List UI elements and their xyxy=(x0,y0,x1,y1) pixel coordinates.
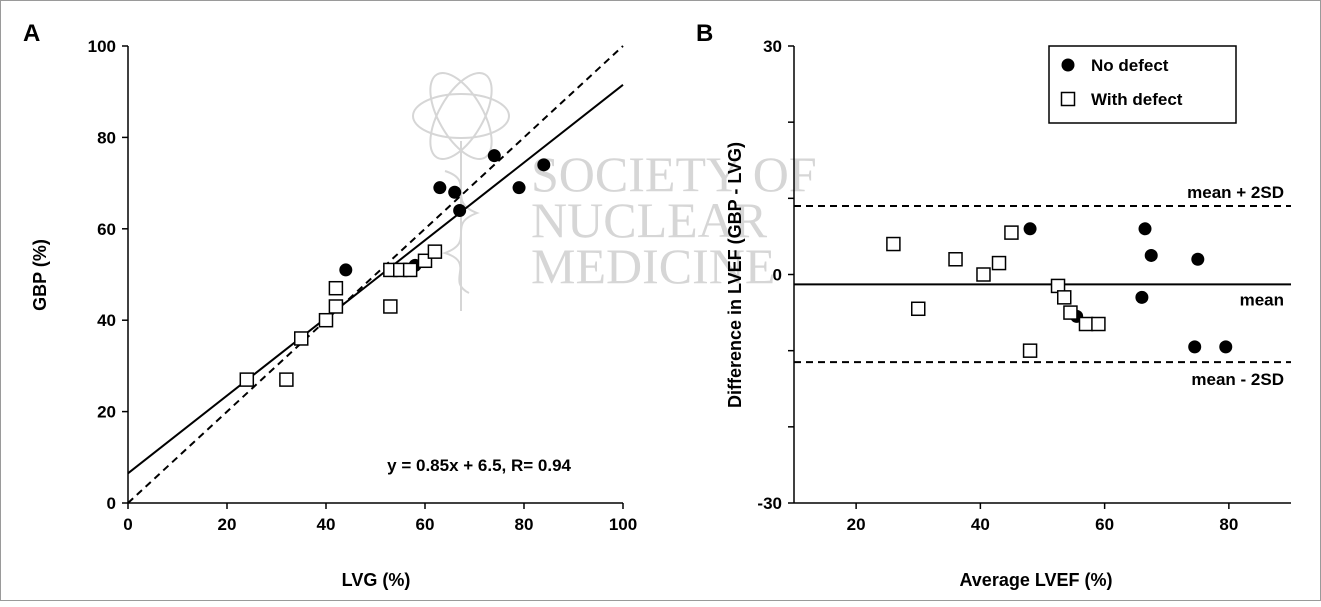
legend-label-no-defect: No defect xyxy=(1091,56,1169,75)
panel-a-point-with-defect xyxy=(328,280,344,296)
watermark-line-2: NUCLEAR xyxy=(531,192,768,248)
panel-a-lines xyxy=(127,45,624,504)
panel-a-point-no-defect xyxy=(487,149,501,163)
panel-b-points xyxy=(886,222,1233,358)
panel-b-point-with-defect xyxy=(991,255,1007,271)
panel-a-x-tick-label: 20 xyxy=(218,515,237,534)
panel-b-point-no-defect xyxy=(1219,340,1233,354)
watermark-emblem xyxy=(412,72,510,311)
panel-b-point-no-defect xyxy=(1191,252,1205,266)
panel-b-y-tick-label: 0 xyxy=(773,266,782,285)
panel-b-point-no-defect xyxy=(1138,222,1152,236)
legend-box xyxy=(1048,45,1237,124)
panel-a-y-axis-label: GBP (%) xyxy=(30,239,50,311)
panel-b-point-with-defect xyxy=(1022,343,1038,358)
panel-b-chart: B Difference in LVEF (GBP - LVG) Average… xyxy=(696,20,1291,590)
panel-a-point-with-defect xyxy=(279,372,294,387)
panel-b-x-tick-label: 20 xyxy=(847,515,866,534)
panel-b-point-with-defect xyxy=(1056,290,1072,305)
legend-marker-no-defect xyxy=(1061,58,1075,72)
panel-a-label: A xyxy=(23,20,40,47)
panel-a-y-tick-label: 60 xyxy=(97,220,116,239)
panel-b-point-no-defect xyxy=(1023,222,1037,236)
panel-a-point-with-defect xyxy=(383,299,398,314)
panel-b-point-with-defect xyxy=(976,267,991,282)
panel-b-label: B xyxy=(696,20,713,47)
watermark: SOCIETY OF NUCLEAR MEDICINE xyxy=(412,72,817,311)
panel-b-lines: mean mean + 2SD mean - 2SD xyxy=(794,183,1291,389)
legend-label-with-defect: With defect xyxy=(1091,90,1183,109)
panel-b-y-axis-label: Difference in LVEF (GBP - LVG) xyxy=(725,142,745,408)
panel-a-point-no-defect xyxy=(433,181,447,195)
panel-a-point-with-defect xyxy=(294,331,309,346)
panel-a-point-no-defect xyxy=(448,185,462,199)
panel-a-x-tick-label: 40 xyxy=(317,515,336,534)
panel-a-point-with-defect xyxy=(427,244,443,259)
watermark-line-1: SOCIETY OF xyxy=(531,146,817,202)
panel-b-point-with-defect xyxy=(911,301,926,317)
panel-a-axes: 0 20 40 60 80 100 0 20 40 60 80 100 xyxy=(88,37,638,534)
panel-b-y-tick-label: 30 xyxy=(763,37,782,56)
panel-a-point-no-defect xyxy=(453,204,467,218)
panel-a-point-with-defect xyxy=(328,299,344,314)
panel-a-y-tick-label: 80 xyxy=(97,128,116,147)
panel-a-y-tick-label: 40 xyxy=(97,311,116,330)
panel-b-x-tick-label: 60 xyxy=(1095,515,1114,534)
panel-b-point-with-defect xyxy=(1078,316,1094,332)
panel-a-regression-line xyxy=(127,84,624,475)
panel-b-mean-label: mean xyxy=(1240,290,1284,309)
panel-b-point-with-defect xyxy=(886,236,901,252)
panel-a-x-tick-label: 100 xyxy=(609,515,637,534)
panel-a-point-no-defect xyxy=(339,263,353,277)
panel-a-regression-equation: y = 0.85x + 6.5, R= 0.94 xyxy=(387,456,571,475)
panel-b-legend: No defect With defect xyxy=(1048,45,1237,124)
panel-b-point-with-defect xyxy=(948,252,963,267)
panel-b-x-tick-label: 40 xyxy=(971,515,990,534)
legend-marker-with-defect xyxy=(1060,91,1076,107)
panel-a-x-tick-label: 80 xyxy=(515,515,534,534)
panel-a-chart: A GBP (%) LVG (%) y = 0.85x + 6.5, R= 0.… xyxy=(23,20,637,590)
panel-a-x-tick-label: 0 xyxy=(123,515,132,534)
panel-b-lower-limit-label: mean - 2SD xyxy=(1191,370,1284,389)
panel-b-x-tick-label: 80 xyxy=(1219,515,1238,534)
panel-a-point-no-defect xyxy=(537,158,551,172)
panel-a-y-tick-label: 0 xyxy=(107,494,116,513)
panel-a-y-tick-label: 100 xyxy=(88,37,116,56)
panel-a-x-axis-label: LVG (%) xyxy=(342,570,411,590)
panel-a-identity-line xyxy=(127,45,624,504)
panel-b-point-with-defect xyxy=(1091,316,1106,332)
panel-b-x-axis-label: Average LVEF (%) xyxy=(959,570,1112,590)
panel-b-point-with-defect xyxy=(1004,225,1019,240)
panel-b-upper-limit-label: mean + 2SD xyxy=(1187,183,1284,202)
panel-b-point-no-defect xyxy=(1135,290,1149,304)
panel-b-axes: -30 0 30 20 40 60 80 xyxy=(757,37,1291,534)
panel-b-point-no-defect xyxy=(1188,340,1202,354)
watermark-line-3: MEDICINE xyxy=(531,238,775,294)
panel-b-y-tick-label: -30 xyxy=(757,494,782,513)
panel-a-point-no-defect xyxy=(512,181,526,195)
panel-a-point-with-defect xyxy=(239,372,255,387)
panel-a-point-with-defect xyxy=(402,262,418,278)
panel-a-x-tick-label: 60 xyxy=(416,515,435,534)
panel-a-points xyxy=(239,149,551,387)
panel-b-point-no-defect xyxy=(1144,248,1158,262)
panel-a-y-tick-label: 20 xyxy=(97,403,116,422)
panel-b-point-with-defect xyxy=(1063,305,1078,320)
panel-a-point-with-defect xyxy=(318,312,334,328)
